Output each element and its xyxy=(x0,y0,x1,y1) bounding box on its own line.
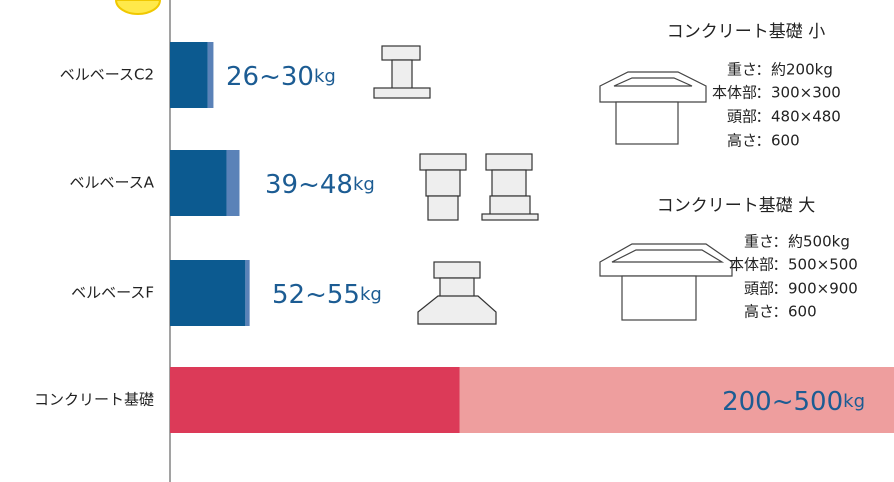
annotation-label: 頭部 xyxy=(744,280,774,298)
product-icon xyxy=(373,45,539,325)
value-label: 200~500kg xyxy=(722,387,865,417)
annotation-label: 本体部 xyxy=(729,256,774,274)
unit-text: kg xyxy=(360,284,382,305)
unit-text: kg xyxy=(353,174,375,195)
range-text: 26~30 xyxy=(226,62,314,92)
bar-max xyxy=(459,367,894,433)
annotation-value: 600 xyxy=(788,303,817,321)
bar-max xyxy=(207,42,214,108)
annotation-title: コンクリート基礎 大 xyxy=(657,196,815,216)
unit-text: kg xyxy=(314,66,336,87)
category-label: ベルベースC2 xyxy=(60,66,154,84)
bar-min xyxy=(170,260,246,326)
annotation-value: 500×500 xyxy=(788,256,858,274)
bar-min xyxy=(170,42,208,108)
annotation-value: 480×480 xyxy=(771,108,841,126)
annotation-label: 高さ xyxy=(744,303,774,321)
range-text: 52~55 xyxy=(272,280,360,310)
annotation-separator: ： xyxy=(755,61,770,79)
annotation-label: 頭部 xyxy=(727,108,757,126)
range-text: 200~500 xyxy=(722,387,843,417)
annotation-value: 約200kg xyxy=(771,61,833,79)
annotation-separator: ： xyxy=(755,108,770,126)
category-label: ベルベースA xyxy=(69,174,154,192)
value-label: 26~30kg xyxy=(226,62,336,92)
annotation-separator: ： xyxy=(755,84,770,102)
annotation-separator: ： xyxy=(772,233,787,251)
annotation-title: コンクリート基礎 小 xyxy=(667,22,825,42)
category-label: ベルベースF xyxy=(71,284,154,302)
annotation-separator: ： xyxy=(755,132,770,150)
annotation-label: 重さ xyxy=(744,233,774,251)
annotation-value: 300×300 xyxy=(771,84,841,102)
annotation-separator: ： xyxy=(772,303,787,321)
bar-min xyxy=(170,150,227,216)
annotation-label: 重さ xyxy=(727,61,757,79)
unit-text: kg xyxy=(843,391,865,412)
decoration xyxy=(114,0,162,15)
annotation-value: 600 xyxy=(771,132,800,150)
annotation-separator: ： xyxy=(772,256,787,274)
bar-max xyxy=(226,150,240,216)
bar-max xyxy=(245,260,250,326)
annotation-value: 約500kg xyxy=(788,233,850,251)
annotation-label: 本体部 xyxy=(712,84,757,102)
annotation-label: 高さ xyxy=(727,132,757,150)
value-label: 52~55kg xyxy=(272,280,382,310)
concrete-illustration xyxy=(599,71,733,321)
category-label: コンクリート基礎 xyxy=(34,391,154,409)
annotation-value: 900×900 xyxy=(788,280,858,298)
bar-min xyxy=(170,367,460,433)
range-text: 39~48 xyxy=(265,170,353,200)
annotation-separator: ： xyxy=(772,280,787,298)
value-label: 39~48kg xyxy=(265,170,375,200)
